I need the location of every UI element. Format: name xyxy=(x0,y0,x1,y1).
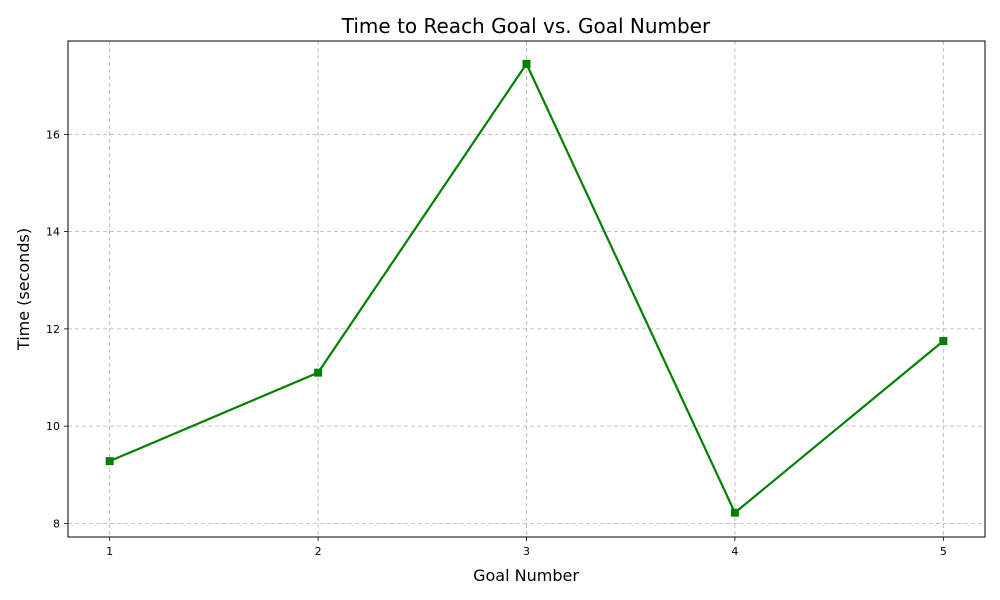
x-tick-label: 1 xyxy=(106,545,113,558)
grid-lines xyxy=(68,41,985,537)
y-tick-label: 10 xyxy=(46,420,60,433)
x-tick-label: 5 xyxy=(940,545,947,558)
x-axis-ticks: 1 2 3 4 5 xyxy=(106,537,947,558)
data-point-marker xyxy=(105,457,114,466)
y-tick-label: 8 xyxy=(53,517,60,530)
data-point-marker xyxy=(314,368,323,377)
y-tick-label: 16 xyxy=(46,128,60,141)
data-point-marker xyxy=(522,59,531,68)
y-tick-label: 14 xyxy=(46,226,60,239)
data-point-marker xyxy=(730,508,739,517)
y-axis-ticks: 8 10 12 14 16 xyxy=(46,128,68,530)
data-point-marker xyxy=(939,337,948,346)
x-tick-label: 2 xyxy=(315,545,322,558)
chart-title: Time to Reach Goal vs. Goal Number xyxy=(341,14,711,38)
x-tick-label: 4 xyxy=(731,545,738,558)
y-axis-label: Time (seconds) xyxy=(14,228,33,351)
series-markers xyxy=(105,59,948,517)
y-tick-label: 12 xyxy=(46,323,60,336)
x-tick-label: 3 xyxy=(523,545,530,558)
x-axis-label: Goal Number xyxy=(473,566,579,585)
